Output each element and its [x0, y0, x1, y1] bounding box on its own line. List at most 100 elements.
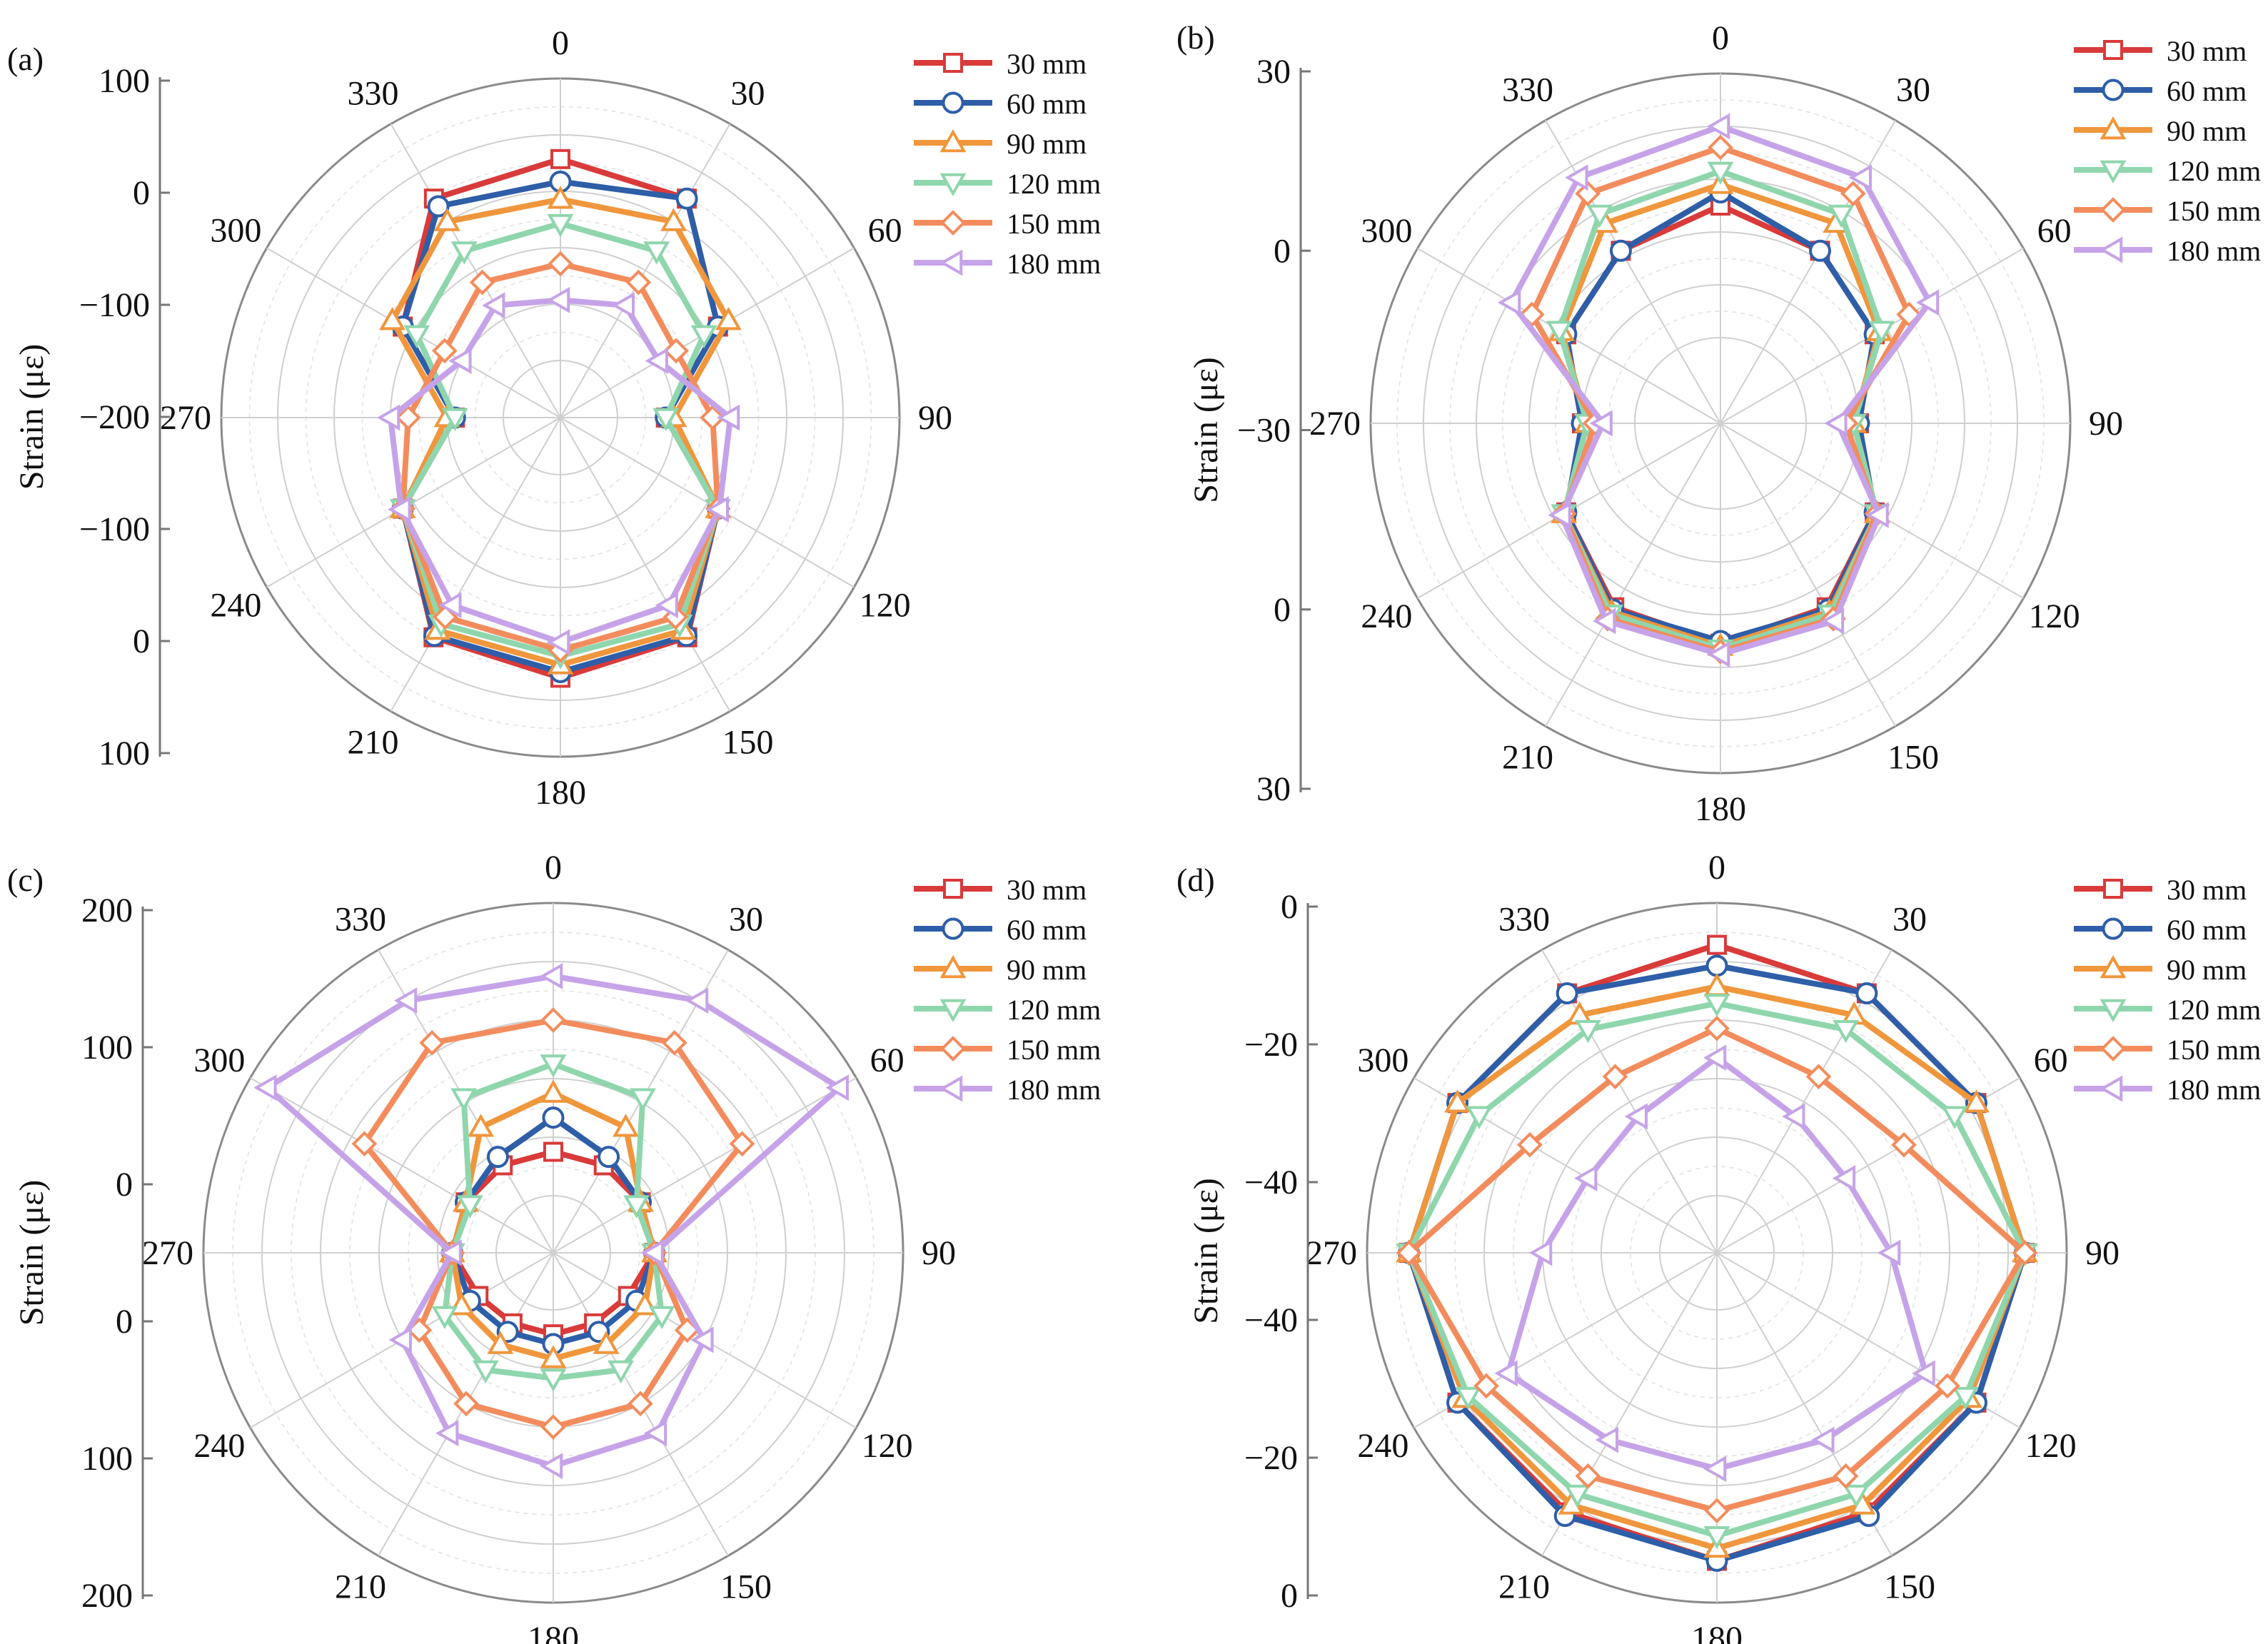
- polar-chart-3: (d) 0 30 60 90 120 150 180 210 240 270 300 330 0 −20 −4…: [1176, 849, 2261, 1644]
- data-point: [598, 1146, 620, 1169]
- angle-spoke: [390, 123, 561, 418]
- angle-tick-label: 330: [335, 900, 386, 938]
- legend-label: 90 mm: [1007, 128, 1087, 160]
- data-point: [1828, 204, 1855, 228]
- angle-tick-label: 210: [335, 1568, 386, 1606]
- data-point: [640, 1239, 664, 1266]
- radial-tick-label: 30: [1256, 53, 1291, 91]
- data-point: [1891, 1131, 1917, 1158]
- data-point: [1963, 1089, 1990, 1113]
- angle-tick-label: 210: [1498, 1568, 1550, 1606]
- data-point: [1868, 321, 1895, 344]
- data-point: [1848, 164, 1872, 191]
- data-point: [550, 148, 570, 169]
- angle-tick-label: 270: [1306, 1234, 1357, 1272]
- radial-tick-label: −100: [79, 510, 150, 548]
- data-point: [675, 187, 698, 210]
- legend: 30 mm 60 mm 90 mm 120 mm 150 mm 180 mm: [914, 874, 1101, 1106]
- radial-tick-label: 100: [81, 1440, 133, 1478]
- data-point: [450, 1088, 478, 1111]
- angle-tick-label: 270: [142, 1234, 193, 1272]
- data-point: [1703, 994, 1730, 1017]
- angle-tick-label: 60: [2037, 212, 2072, 250]
- data-point: [1546, 321, 1573, 344]
- data-point: [393, 987, 418, 1014]
- angle-tick-label: 240: [1361, 597, 1412, 635]
- data-point: [629, 1088, 656, 1111]
- legend-label: 180 mm: [1007, 248, 1101, 280]
- radial-tick-label: 100: [99, 62, 150, 100]
- legend-marker: [2100, 160, 2127, 184]
- angle-spoke: [560, 417, 731, 712]
- data-point: [482, 292, 505, 319]
- data-point: [419, 1030, 445, 1056]
- data-point: [1935, 1373, 1960, 1399]
- angle-tick-label: 120: [2025, 1427, 2077, 1465]
- y-axis-label: Strain (με): [13, 1180, 51, 1326]
- data-point: [623, 1195, 650, 1219]
- legend-marker: [2099, 236, 2123, 263]
- data-point: [472, 1360, 499, 1383]
- angle-tick-label: 330: [348, 74, 399, 112]
- data-point: [453, 1391, 479, 1417]
- angle-tick-label: 0: [545, 849, 562, 887]
- data-point: [1497, 289, 1521, 316]
- data-point: [825, 1074, 849, 1101]
- data-point: [1565, 164, 1588, 191]
- angle-tick-label: 180: [1695, 790, 1746, 828]
- data-point: [663, 338, 689, 364]
- angle-tick-label: 150: [722, 724, 774, 762]
- data-point: [539, 1453, 563, 1480]
- legend-label: 60 mm: [1007, 88, 1087, 120]
- angle-tick-label: 0: [1712, 19, 1729, 57]
- legend-label: 30 mm: [2167, 874, 2247, 906]
- data-point: [450, 241, 478, 265]
- radial-tick-label: 200: [81, 892, 133, 929]
- angle-tick-label: 60: [870, 1042, 904, 1079]
- angle-tick-label: 150: [720, 1568, 772, 1606]
- y-axis-label: Strain (με): [1187, 1178, 1225, 1324]
- angle-tick-label: 300: [1361, 212, 1412, 250]
- data-point: [540, 1054, 567, 1078]
- radial-tick-label: −20: [1244, 1439, 1298, 1477]
- data-point: [548, 251, 573, 277]
- data-point: [448, 348, 472, 374]
- angle-tick-label: 120: [860, 587, 911, 625]
- data-point: [1703, 1456, 1727, 1483]
- data-point: [1593, 607, 1616, 635]
- data-point: [540, 1079, 567, 1103]
- legend-marker: [939, 999, 967, 1023]
- legend-label: 120 mm: [1007, 994, 1101, 1026]
- data-point: [1624, 1103, 1648, 1130]
- data-point: [1704, 1015, 1730, 1042]
- radial-tick-label: 200: [81, 1577, 133, 1615]
- angle-spoke: [560, 123, 731, 418]
- radial-tick-label: 0: [1274, 232, 1291, 270]
- data-point: [539, 963, 563, 989]
- angle-tick-label: 180: [528, 1620, 579, 1644]
- radial-tick-label: −30: [1237, 412, 1291, 450]
- legend-marker: [2103, 40, 2123, 60]
- radial-tick-label: 0: [1281, 888, 1298, 926]
- data-point: [253, 1074, 277, 1101]
- angle-tick-label: 30: [731, 74, 765, 112]
- data-point: [662, 1030, 687, 1056]
- data-point: [1912, 1360, 1935, 1387]
- data-point: [705, 496, 729, 523]
- legend-marker: [2100, 954, 2127, 979]
- legend-marker: [940, 210, 966, 236]
- legend-label: 30 mm: [2167, 35, 2247, 67]
- legend-marker: [939, 173, 967, 197]
- angle-tick-label: 180: [535, 774, 586, 812]
- data-point: [1824, 410, 1848, 437]
- data-point: [432, 338, 458, 364]
- data-point: [1706, 113, 1730, 140]
- radial-tick-label: 0: [133, 622, 150, 660]
- legend-marker: [2100, 1036, 2126, 1061]
- angle-spoke: [1545, 423, 1721, 727]
- data-point: [660, 208, 687, 231]
- legend-marker: [939, 954, 967, 979]
- panel-label: (a): [7, 41, 44, 77]
- radial-tick-label: 0: [1281, 1577, 1298, 1615]
- legend-label: 180 mm: [2167, 235, 2261, 267]
